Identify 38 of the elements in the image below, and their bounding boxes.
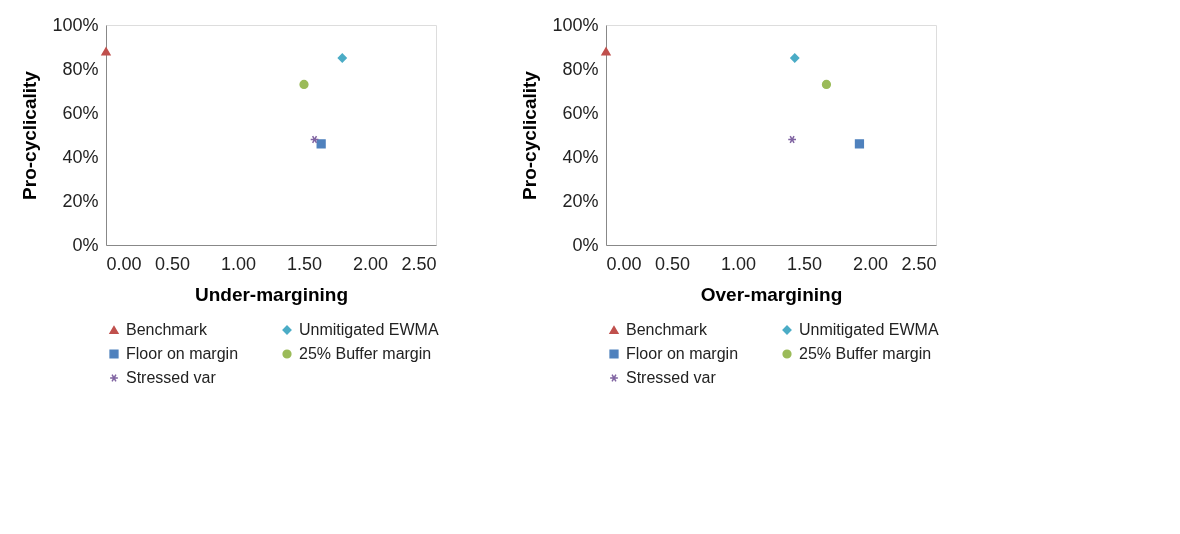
- y-tick-label: 0%: [72, 234, 99, 255]
- y-axis-title: Pro-cyclicality: [19, 70, 41, 200]
- y-tick-label: 40%: [62, 146, 99, 167]
- x-tick-label: 2.50: [901, 253, 937, 274]
- y-tick-label: 20%: [62, 190, 99, 211]
- y-tick-label: 100%: [552, 14, 599, 35]
- x-tick-label: 2.00: [852, 253, 889, 274]
- x-tick-label: 1.00: [720, 253, 757, 274]
- x-axis-title: Over-margining: [700, 283, 843, 305]
- x-axis-title: Under-margining: [194, 283, 349, 305]
- y-tick-label: 20%: [562, 190, 599, 211]
- y-tick-label: 100%: [52, 14, 99, 35]
- x-tick-label: 1.00: [220, 253, 257, 274]
- legend-label: Stressed var: [126, 369, 217, 386]
- legend-label: 25% Buffer margin: [799, 345, 932, 362]
- x-tick-label: 0.50: [654, 253, 691, 274]
- legend-label: Unmitigated EWMA: [299, 321, 439, 338]
- x-tick-label: 1.50: [786, 253, 823, 274]
- legend-label: 25% Buffer margin: [299, 345, 432, 362]
- legend-label: Stressed var: [626, 369, 717, 386]
- legend-label: Benchmark: [626, 321, 708, 338]
- y-tick-label: 0%: [572, 234, 599, 255]
- y-tick-label: 60%: [62, 102, 99, 123]
- legend-label: Floor on margin: [126, 345, 239, 362]
- y-tick-label: 80%: [62, 58, 99, 79]
- y-tick-label: 40%: [562, 146, 599, 167]
- x-tick-label: 0.00: [106, 253, 142, 274]
- legend-label: Floor on margin: [626, 345, 739, 362]
- x-tick-label: 1.50: [286, 253, 323, 274]
- y-axis-title: Pro-cyclicality: [519, 70, 541, 200]
- x-tick-label: 0.50: [154, 253, 191, 274]
- y-tick-label: 80%: [562, 58, 599, 79]
- x-tick-label: 2.50: [401, 253, 437, 274]
- x-tick-label: 2.00: [352, 253, 389, 274]
- legend-label: Unmitigated EWMA: [799, 321, 939, 338]
- x-tick-label: 0.00: [606, 253, 642, 274]
- legend-label: Benchmark: [126, 321, 208, 338]
- y-tick-label: 60%: [562, 102, 599, 123]
